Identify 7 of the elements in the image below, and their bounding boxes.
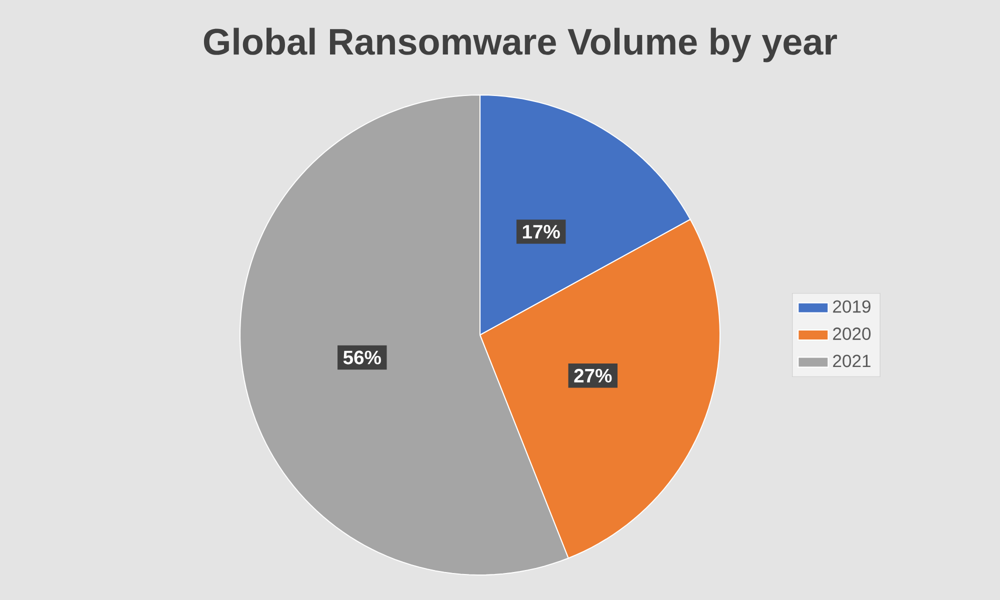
legend-label: 2020	[833, 328, 871, 340]
chart-title: Global Ransomware Volume by year	[204, 28, 837, 62]
data-label: 27%	[574, 368, 612, 382]
legend-label: 2019	[833, 300, 870, 313]
data-label: 17%	[522, 224, 560, 238]
legend-label: 2021	[833, 354, 870, 368]
data-label: 56%	[343, 350, 381, 364]
